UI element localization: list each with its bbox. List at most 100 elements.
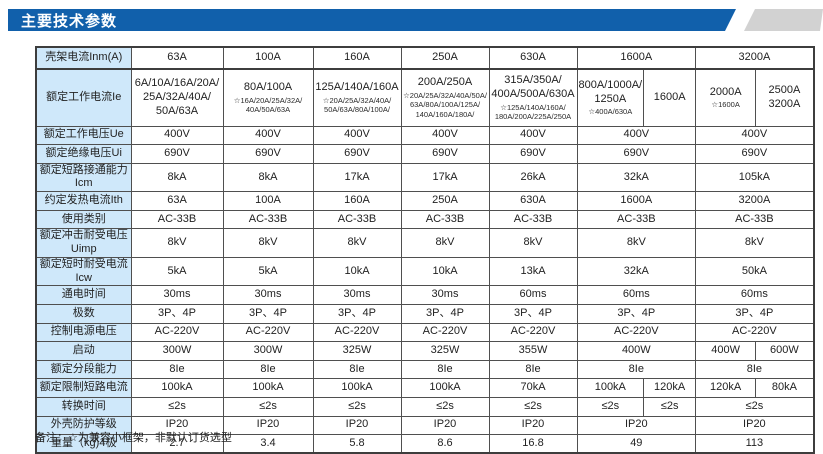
spec-row-label: 启动 (35, 341, 132, 361)
table-row: 启动 300W 300W 325W 325W 355W 400W 400W 600W (35, 341, 815, 361)
spec-value-cell: 100kA (576, 378, 645, 398)
spec-value-cell: AC-33B (576, 209, 697, 230)
column-header: 630A (488, 46, 578, 70)
table-row: 额定绝缘电压Ui 690V 690V 690V 690V 690V 690V 690V (35, 144, 815, 164)
table-row: 壳架电流Inm(A) 63A 100A 160A 250A 630A 1600A 3200A (35, 46, 815, 70)
spec-value-cell: 60ms (695, 285, 815, 305)
table-row: 额定限制短路电流 100kA 100kA 100kA 100kA 70kA 100kA 120… (35, 378, 815, 398)
spec-value-cell: 60ms (576, 285, 697, 305)
spec-value-cell: 70kA (488, 378, 578, 398)
spec-value-cell: 80kA (755, 378, 815, 398)
spec-value-cell: AC-33B (312, 209, 402, 230)
spec-value-cell: 3.4 (222, 434, 314, 454)
spec-value-cell: 30ms (130, 285, 224, 305)
spec-value-cell: ≤2s (695, 396, 815, 417)
spec-value-cell: 8Ie (130, 359, 224, 380)
spec-value-cell: 400V (130, 125, 224, 146)
spec-value-cell: 100kA (222, 378, 314, 398)
spec-value-cell: 400W (576, 341, 697, 361)
spec-value-cell: 8Ie (576, 359, 697, 380)
spec-value-cell: 8Ie (695, 359, 815, 380)
page-title: 主要技术参数 (21, 12, 118, 30)
spec-value-cell: ≤2s (312, 396, 402, 417)
spec-row-label: 控制电源电压 (35, 322, 132, 343)
spec-value-cell: AC-220V (576, 322, 697, 343)
spec-row-label: 额定分段能力 (35, 359, 132, 380)
spec-value-cell: 3P、4P (695, 303, 815, 324)
spec-row-label: 约定发热电流Ith (35, 191, 132, 211)
spec-value-cell: 105kA (695, 162, 815, 193)
spec-value-cell: 5.8 (312, 434, 402, 454)
spec-value-cell: 690V (576, 144, 697, 164)
table-row: 额定短时耐受电流Icw 5kA 5kA 10kA 10kA 13kA 32kA 50kA (35, 256, 815, 287)
spec-row-label: 额定工作电压Ue (35, 125, 132, 146)
spec-value-cell: IP20 (695, 415, 815, 436)
spec-value-cell: 50kA (695, 256, 815, 287)
spec-value-cell: 400V (488, 125, 578, 146)
spec-row-label: 额定绝缘电压Ui (35, 144, 132, 164)
spec-value-cell: 400V (576, 125, 697, 146)
spec-row-label: 额定工作电流Ie (35, 68, 132, 127)
spec-value-cell: 49 (576, 434, 697, 454)
spec-value-cell: 80A/100A ☆16A/20A/25A/32A/40A/50A/63A (222, 68, 314, 127)
spec-value-cell: AC-220V (488, 322, 578, 343)
spec-value-cell: 8Ie (400, 359, 490, 380)
table-row: 外壳防护等级 IP20 IP20 IP20 IP20 IP20 IP20 IP20 (35, 415, 815, 436)
spec-value-cell: 325W (312, 341, 402, 361)
table-row: 使用类别 AC-33B AC-33B AC-33B AC-33B AC-33B AC-33B… (35, 209, 815, 230)
spec-value-cell: 200A/250A ☆20A/25A/32A/40A/50A/63A/80A/10… (400, 68, 490, 127)
spec-value-cell: 32kA (576, 162, 697, 193)
spec-value-cell: 400V (222, 125, 314, 146)
spec-value-cell: 690V (222, 144, 314, 164)
table-row: 额定分段能力 8Ie 8Ie 8Ie 8Ie 8Ie 8Ie 8Ie (35, 359, 815, 380)
spec-value-cell: AC-33B (130, 209, 224, 230)
spec-value-cell: 8kV (130, 228, 224, 258)
spec-value-cell: 8kA (222, 162, 314, 193)
spec-row-label: 额定限制短路电流 (35, 378, 132, 398)
table-row: 额定冲击耐受电压Uimp 8kV 8kV 8kV 8kV 8kV 8kV 8kV (35, 228, 815, 258)
spec-value-cell: 400V (312, 125, 402, 146)
spec-value-cell: 32kA (576, 256, 697, 287)
spec-value-cell: 120kA (643, 378, 697, 398)
spec-value-cell: 690V (488, 144, 578, 164)
spec-row-label: 转换时间 (35, 396, 132, 417)
spec-value-cell: 355W (488, 341, 578, 361)
spec-value-cell: AC-33B (695, 209, 815, 230)
spec-value-cell: 325W (400, 341, 490, 361)
spec-row-label: 壳架电流Inm(A) (35, 46, 132, 70)
table-row: 额定工作电流Ie 6A/10A/16A/20A/25A/32A/40A/50A/6… (35, 68, 815, 127)
spec-value-cell: 3P、4P (312, 303, 402, 324)
spec-value-cell: 30ms (400, 285, 490, 305)
spec-value-cell: 8kV (488, 228, 578, 258)
spec-value-cell: 5kA (222, 256, 314, 287)
spec-row-label: 额定短路接通能力Icm (35, 162, 132, 193)
spec-value-cell: 800A/1000A/1250A ☆400A/630A (576, 68, 645, 127)
spec-value-cell: 125A/140A/160A ☆20A/25A/32A/40A/50A/63A/8… (312, 68, 402, 127)
spec-value-cell: 315A/350A/400A/500A/630A ☆125A/140A/160A/… (488, 68, 578, 127)
spec-value-cell: 8kV (695, 228, 815, 258)
spec-value-cell: IP20 (576, 415, 697, 436)
spec-value-cell: AC-220V (400, 322, 490, 343)
spec-value-cell: AC-220V (312, 322, 402, 343)
table-row: 极数 3P、4P 3P、4P 3P、4P 3P、4P 3P、4P 3P、4P 3P、4P (35, 303, 815, 324)
spec-value-cell: 1600A (643, 68, 697, 127)
spec-value-cell: 690V (695, 144, 815, 164)
spec-value-cell: 8kA (130, 162, 224, 193)
spec-value-cell: ≤2s (400, 396, 490, 417)
spec-value-cell: 17kA (400, 162, 490, 193)
spec-value-cell: 26kA (488, 162, 578, 193)
spec-value-cell: 6A/10A/16A/20A/25A/32A/40A/50A/63A (130, 68, 224, 127)
spec-row-label: 极数 (35, 303, 132, 324)
spec-value-cell: 3P、4P (488, 303, 578, 324)
spec-value-cell: 3P、4P (222, 303, 314, 324)
spec-value-cell: 2000A ☆1600A (695, 68, 757, 127)
spec-value-cell: 300W (130, 341, 224, 361)
spec-value-cell: 600W (755, 341, 815, 361)
spec-value-cell: 8kV (312, 228, 402, 258)
section-banner: 主要技术参数 (8, 9, 736, 31)
spec-value-cell: 400W (695, 341, 757, 361)
spec-value-cell: 250A (400, 191, 490, 211)
spec-value-cell: 3200A (695, 191, 815, 211)
spec-value-cell: 120kA (695, 378, 757, 398)
spec-value-cell: 100A (222, 191, 314, 211)
